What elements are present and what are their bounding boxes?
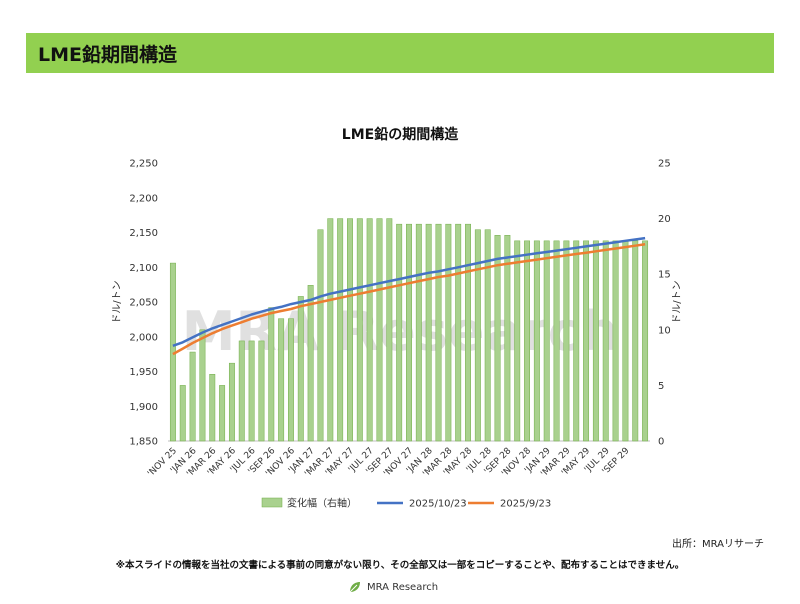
- y-right-tick-label: 10: [658, 325, 671, 336]
- y-left-axis-title: ドル/トン: [112, 280, 123, 323]
- bar: [543, 240, 550, 442]
- bar: [514, 240, 521, 442]
- bar: [524, 240, 530, 442]
- bar: [494, 235, 501, 442]
- y-left-tick-label: 1,900: [129, 402, 158, 413]
- bar: [219, 385, 226, 442]
- bar: [327, 218, 334, 442]
- y-left-tick-label: 2,150: [129, 228, 158, 239]
- bar: [376, 218, 383, 442]
- y-left-tick-label: 1,950: [129, 367, 158, 378]
- y-right-tick-label: 0: [658, 437, 664, 448]
- slide-header: LME鉛期間構造: [26, 33, 774, 73]
- y-left-tick-label: 2,000: [129, 332, 158, 343]
- bar: [337, 218, 344, 442]
- bar: [317, 229, 324, 442]
- bar: [553, 240, 560, 442]
- y-left-tick-label: 2,200: [129, 193, 158, 204]
- series-line: [172, 236, 646, 347]
- bar: [297, 296, 304, 442]
- y-left-tick-label: 1,850: [129, 437, 158, 448]
- bar: [474, 229, 481, 442]
- bar: [189, 351, 196, 442]
- bar: [228, 362, 235, 442]
- bar: [602, 240, 609, 442]
- bar: [248, 340, 255, 442]
- y-right-tick-label: 20: [658, 214, 671, 225]
- bar: [396, 223, 403, 442]
- footer-logo: MRA Research: [348, 580, 438, 594]
- bar: [366, 218, 373, 442]
- bar: [238, 340, 245, 442]
- bar: [278, 318, 285, 442]
- bar: [455, 223, 462, 442]
- bar: [573, 240, 580, 442]
- bar: [288, 318, 294, 442]
- bar: [258, 340, 265, 442]
- legend-label: 変化幅（右軸）: [287, 497, 357, 510]
- disclaimer: ※本スライドの情報を当社の文書による事前の同意がない限り、その全部又は一部をコピ…: [115, 560, 685, 571]
- bar: [347, 218, 353, 442]
- bar: [445, 223, 452, 442]
- y-right-tick-label: 15: [658, 270, 671, 281]
- bar: [386, 218, 393, 442]
- bar: [435, 223, 442, 442]
- bar: [179, 385, 186, 442]
- footer-logo-text: MRA Research: [367, 581, 439, 593]
- bar: [425, 223, 432, 442]
- y-right-tick-label: 25: [658, 159, 671, 170]
- source-note: 出所：MRAリサーチ: [671, 539, 764, 550]
- slide-title: LME鉛期間構造: [38, 43, 177, 66]
- y-left-tick-label: 2,050: [129, 298, 158, 309]
- series-line: [172, 243, 646, 356]
- bar: [504, 235, 511, 442]
- bar: [209, 374, 216, 442]
- bar: [563, 240, 570, 442]
- chart-title: LME鉛の期間構造: [342, 126, 458, 143]
- y-right-tick-label: 5: [658, 381, 664, 392]
- bar: [465, 223, 471, 442]
- legend-label: 2025/9/23: [500, 499, 551, 510]
- y-right-axis-title: ドル/トン: [672, 280, 683, 323]
- y-left-tick-label: 2,100: [129, 263, 158, 274]
- bar: [583, 240, 590, 442]
- bar: [622, 240, 629, 442]
- bar: [642, 240, 649, 442]
- bar: [592, 240, 599, 442]
- bar: [415, 223, 422, 442]
- bar: [199, 329, 206, 442]
- legend-label: 2025/10/23: [409, 499, 467, 510]
- bar: [356, 218, 363, 442]
- bar: [533, 240, 540, 442]
- bar: [268, 307, 275, 442]
- bar: [406, 223, 412, 442]
- legend-swatch-bar: [261, 497, 283, 508]
- leaf-logo-icon: [349, 582, 360, 593]
- bar: [484, 229, 491, 442]
- bar: [632, 240, 639, 442]
- bar: [612, 240, 619, 442]
- bar: [307, 285, 314, 442]
- y-left-tick-label: 2,250: [129, 159, 158, 170]
